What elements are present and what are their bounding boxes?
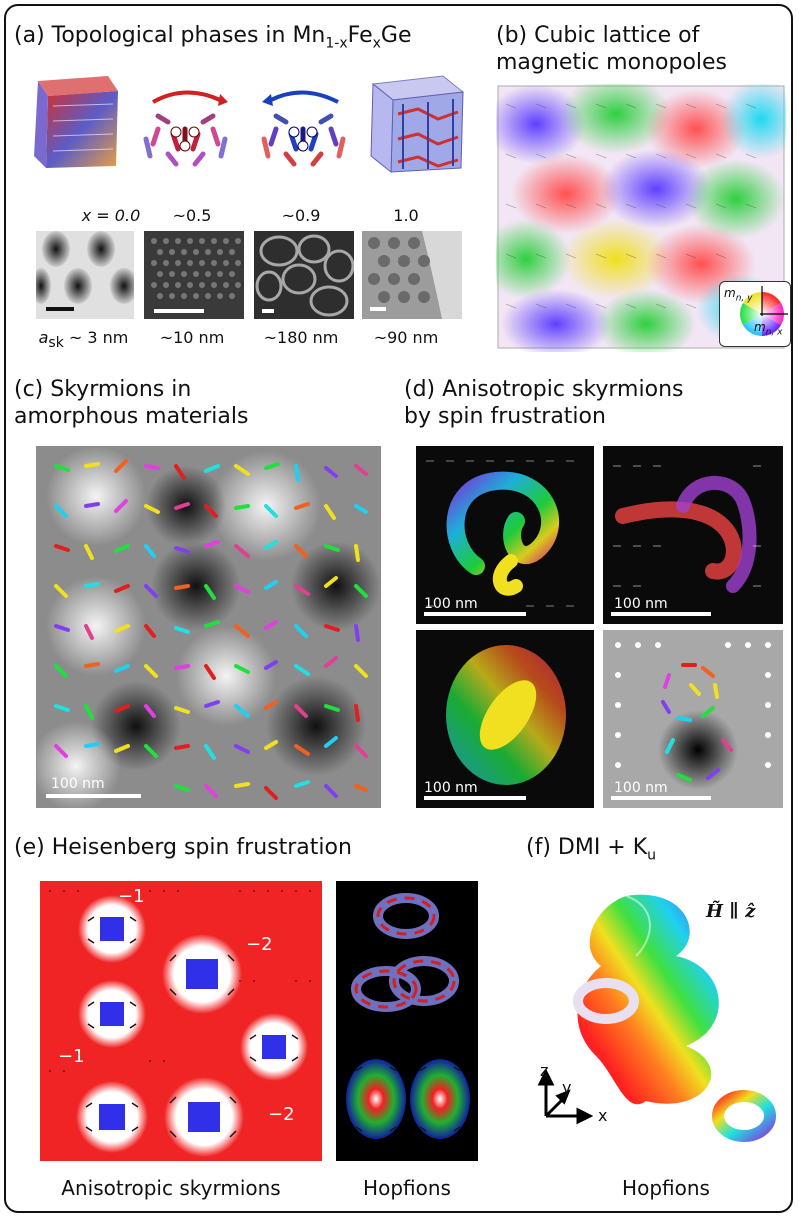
panel-d1-scale-label: 100 nm	[424, 596, 478, 612]
tem-image-2	[144, 231, 244, 319]
composition-3: 1.0	[393, 206, 419, 225]
frustration-skyrmion-map	[40, 881, 322, 1161]
charge-label-3: −1	[58, 1046, 85, 1067]
panel-d3-scale-label: 100 nm	[424, 780, 478, 796]
axis-y-label: y	[562, 1078, 572, 1097]
panel-d2-scale-label: 100 nm	[614, 596, 668, 612]
panel-b-title: (b) Cubic lattice of magnetic monopoles	[496, 23, 728, 75]
panel-a-title: (a) Topological phases in Mn1-xFexGe	[14, 23, 412, 52]
panel-c-title: (c) Skyrmions in amorphous materials	[14, 377, 249, 429]
composition-1: ~0.5	[172, 206, 212, 225]
panel-d4-scale-label: 100 nm	[614, 780, 668, 796]
spin-cube-left	[34, 76, 118, 168]
charge-label-2: −2	[246, 934, 273, 955]
spin-cube-right	[370, 75, 465, 174]
anisotropic-skyrmion-3	[416, 630, 594, 808]
color-wheel-icon	[740, 286, 788, 336]
axis-x-label: x	[598, 1106, 608, 1125]
lattice-size-2: ~180 nm	[263, 328, 339, 347]
caption-hopfions-f: Hopfions	[622, 1176, 710, 1200]
composition-2: ~0.9	[281, 206, 321, 225]
field-label: H̃ ∥ ẑ	[706, 901, 756, 922]
panel-d-title: (d) Anisotropic skyrmions by spin frustr…	[404, 377, 684, 429]
anisotropic-skyrmion-2	[603, 446, 783, 624]
skyrmion-blue	[261, 90, 346, 167]
hopfion-3d-render	[537, 894, 776, 1142]
caption-anisotropic-skyrmions: Anisotropic skyrmions	[61, 1176, 281, 1200]
tem-image-1	[36, 231, 134, 319]
color-wheel-legend: mn, y mn, x	[719, 281, 791, 347]
panel-e-title: (e) Heisenberg spin frustration	[14, 835, 352, 860]
lattice-size-1: ~10 nm	[159, 328, 225, 347]
hopfion-render	[336, 881, 478, 1161]
anisotropic-skyrmion-1	[416, 446, 594, 624]
charge-label-4: −2	[268, 1104, 295, 1125]
skyrmion-red	[143, 90, 228, 167]
legend-y-label: mn, y	[724, 286, 753, 304]
composition-0: x = 0.0	[81, 206, 141, 225]
tem-image-4	[362, 231, 462, 319]
lattice-size-0: ask ~ 3 nm	[38, 328, 129, 352]
panel-c-scale-label: 100 nm	[51, 776, 105, 792]
legend-x-label: mn, x	[754, 320, 783, 338]
amorphous-skyrmion-map	[36, 446, 381, 808]
charge-label-1: −1	[118, 886, 145, 907]
tem-image-3	[254, 231, 354, 319]
lattice-size-3: ~90 nm	[373, 328, 439, 347]
caption-hopfions-e: Hopfions	[363, 1176, 451, 1200]
monopole-lattice-cube	[496, 84, 786, 352]
axis-z-label: z	[540, 1061, 549, 1080]
anisotropic-skyrmion-4	[603, 630, 783, 808]
panel-f-title: (f) DMI + Ku	[526, 835, 657, 864]
figure-frame: (a) Topological phases in Mn1-xFexGe	[4, 4, 793, 1213]
